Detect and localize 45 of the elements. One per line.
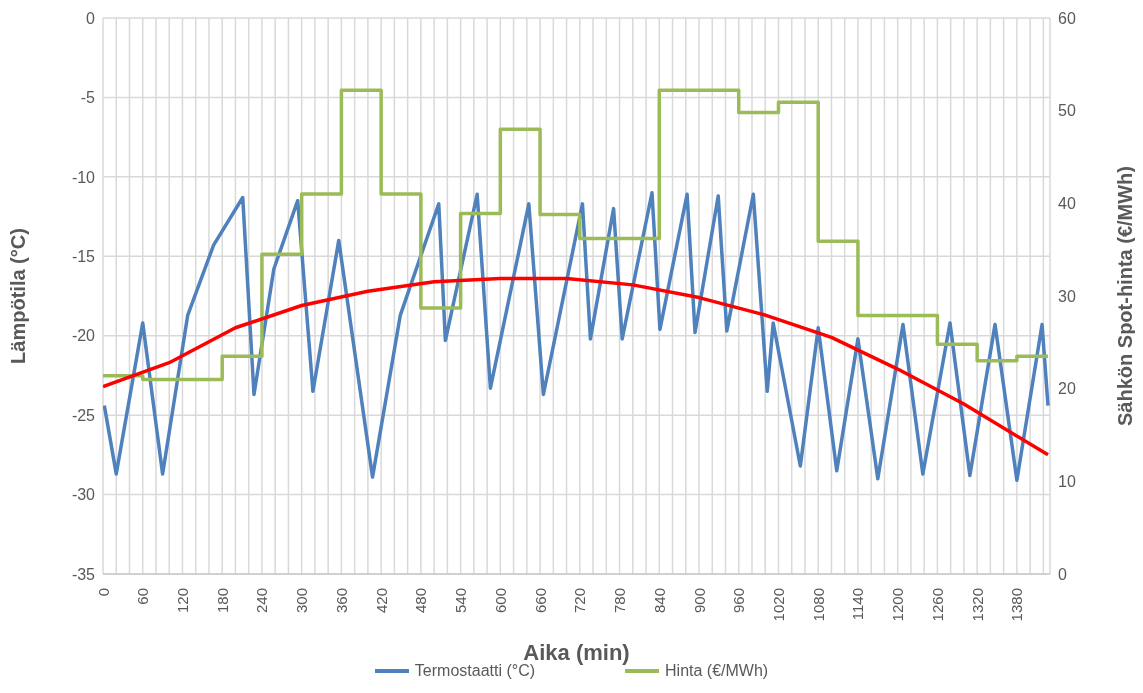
y2-tick-label: 0 — [1058, 565, 1067, 583]
y2-tick-label: 50 — [1058, 102, 1076, 120]
legend-label: Hinta (€/MWh) — [665, 662, 769, 680]
x-tick-label: 240 — [253, 588, 271, 614]
line-series — [103, 276, 1050, 457]
x-tick-label: 840 — [650, 588, 668, 614]
legend-label: Termostaatti (°C) — [414, 662, 536, 680]
x-tick-label: 540 — [452, 588, 470, 614]
x-tick-label: 660 — [531, 588, 549, 614]
x-tick-label: 360 — [332, 588, 350, 614]
x-tick-label: 1020 — [769, 588, 787, 622]
y-tick-label: -10 — [71, 168, 96, 186]
y-tick-label: -15 — [71, 247, 96, 265]
x-tick-label: 300 — [293, 588, 311, 614]
x-tick-label: 480 — [412, 588, 430, 614]
x-tick-label: 960 — [730, 588, 748, 614]
y-tick-label: 0 — [86, 9, 96, 27]
x-tick-label: 1260 — [928, 588, 946, 622]
x-axis-title: Aika (min) — [523, 640, 630, 665]
x-tick-label: 60 — [134, 588, 152, 605]
y2-tick-label: 30 — [1058, 287, 1076, 305]
x-tick-label: 900 — [690, 588, 708, 614]
x-tick-label: 1320 — [968, 588, 986, 622]
y-tick-label: -25 — [71, 406, 96, 424]
x-tick-label: 1080 — [809, 588, 827, 622]
x-tick-label: 720 — [571, 588, 589, 614]
y2-tick-label: 40 — [1058, 195, 1076, 213]
x-tick-label: 600 — [491, 588, 509, 614]
y2-tick-label: 60 — [1058, 9, 1076, 27]
y-tick-label: -20 — [71, 327, 96, 345]
x-tick-label: 1140 — [849, 588, 867, 621]
x-tick-label: 0 — [94, 588, 112, 597]
x-tick-label: 780 — [611, 588, 629, 614]
y-tick-label: -30 — [71, 486, 96, 504]
y2-tick-label: 10 — [1058, 473, 1076, 491]
x-tick-label: 120 — [173, 588, 191, 614]
x-tick-label: 1380 — [1008, 588, 1026, 622]
y-tick-label: -5 — [80, 89, 96, 107]
x-tick-label: 420 — [372, 588, 390, 614]
x-tick-label: 180 — [213, 588, 231, 614]
y2-tick-label: 20 — [1058, 380, 1076, 398]
y-tick-label: -35 — [71, 565, 96, 583]
line-series — [103, 190, 1050, 483]
y-axis-title: Lämpötila (°C) — [7, 228, 30, 364]
x-tick-label: 1200 — [889, 588, 907, 622]
